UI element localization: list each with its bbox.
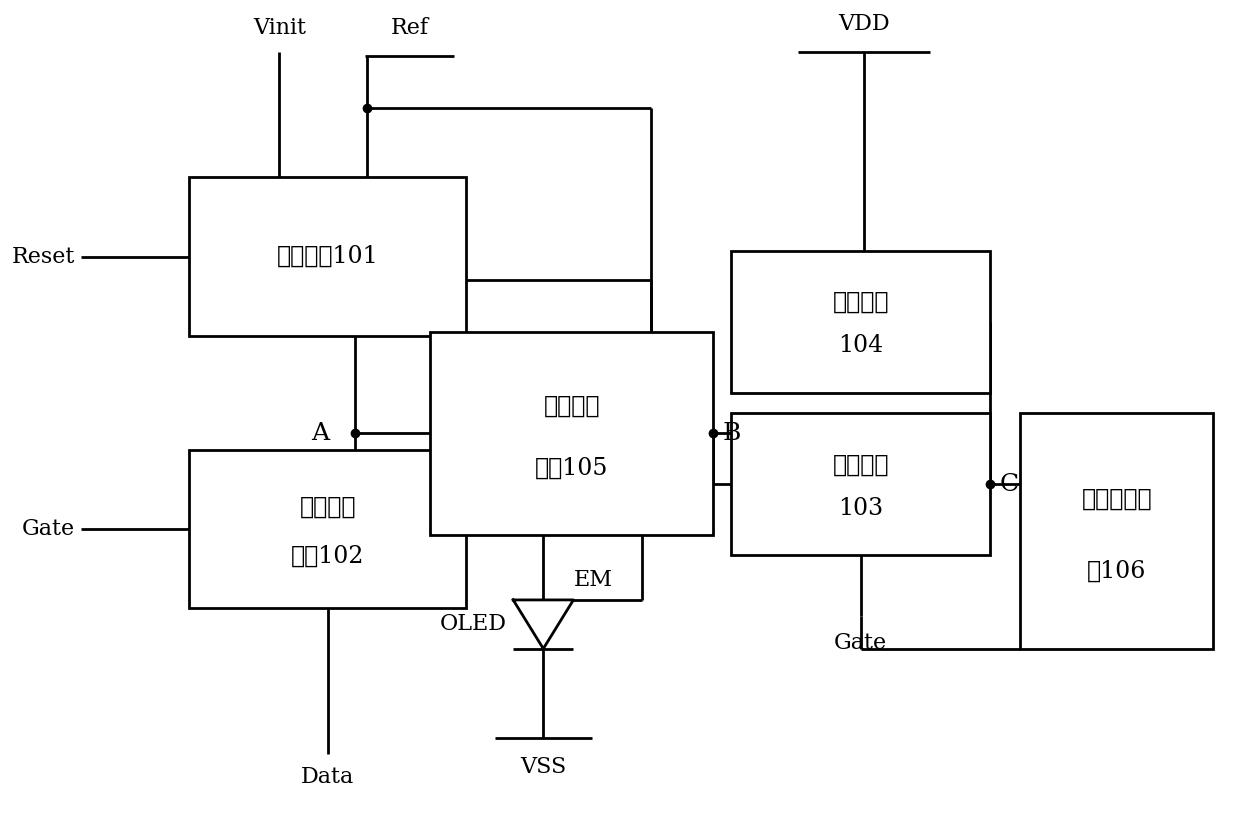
Text: 驱动模块: 驱动模块 — [832, 291, 889, 314]
Bar — [430, 332, 713, 535]
Text: Ref: Ref — [391, 17, 429, 39]
Text: A: A — [311, 422, 329, 445]
Text: 补偿模块: 补偿模块 — [832, 453, 889, 476]
Text: VSS: VSS — [521, 756, 567, 778]
Text: OLED: OLED — [440, 614, 507, 636]
Bar — [190, 450, 466, 608]
Bar — [1021, 413, 1213, 649]
Text: VDD: VDD — [838, 13, 889, 35]
Text: 亮度调节模: 亮度调节模 — [1081, 488, 1152, 510]
Bar — [732, 250, 991, 393]
Text: 104: 104 — [838, 335, 883, 357]
Text: 数据写入: 数据写入 — [299, 496, 356, 519]
Text: 模块102: 模块102 — [291, 544, 365, 567]
Text: EM: EM — [573, 569, 613, 591]
Bar — [732, 413, 991, 555]
Text: 复位模块101: 复位模块101 — [277, 245, 378, 268]
Text: 发光控制: 发光控制 — [543, 394, 600, 417]
Text: Vinit: Vinit — [253, 17, 306, 39]
Text: C: C — [999, 473, 1019, 496]
Text: Gate: Gate — [21, 518, 74, 540]
Text: Reset: Reset — [11, 245, 74, 267]
Text: Data: Data — [301, 766, 355, 789]
Bar — [190, 178, 466, 336]
Text: B: B — [723, 422, 742, 445]
Text: 模块105: 模块105 — [534, 456, 609, 479]
Text: 103: 103 — [838, 497, 883, 519]
Text: Gate: Gate — [835, 632, 888, 654]
Text: 块106: 块106 — [1087, 560, 1147, 582]
